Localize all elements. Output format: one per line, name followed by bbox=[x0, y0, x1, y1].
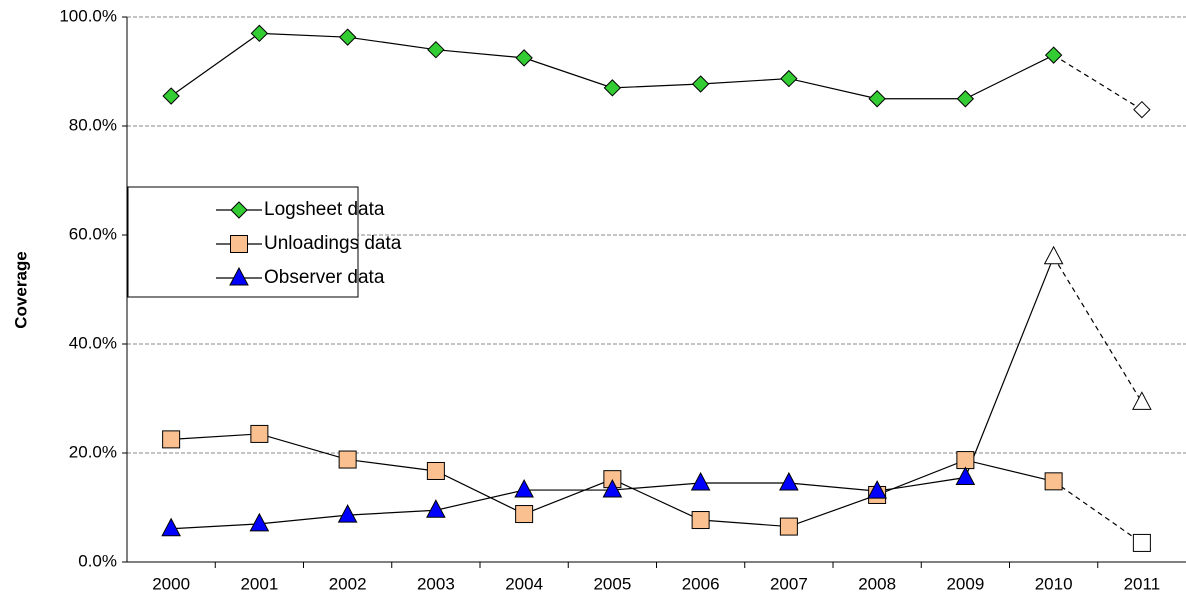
marker bbox=[955, 466, 976, 486]
marker bbox=[162, 430, 181, 449]
marker bbox=[162, 87, 180, 105]
x-tick-label: 2011 bbox=[1124, 574, 1161, 593]
y-axis-label: Coverage bbox=[11, 251, 30, 328]
marker bbox=[956, 90, 975, 108]
marker bbox=[229, 266, 249, 286]
legend-label: Logsheet data bbox=[264, 199, 385, 220]
marker bbox=[1132, 533, 1151, 552]
marker bbox=[250, 24, 269, 43]
marker bbox=[426, 499, 446, 518]
marker bbox=[691, 511, 710, 530]
marker bbox=[426, 461, 445, 480]
marker bbox=[1044, 46, 1063, 64]
marker bbox=[603, 79, 622, 97]
marker bbox=[337, 504, 358, 523]
y-tick-label: 100.0% bbox=[59, 6, 117, 25]
y-tick-label: 20.0% bbox=[69, 442, 117, 461]
marker bbox=[780, 69, 798, 88]
marker bbox=[779, 471, 799, 491]
legend-label: Observer data bbox=[264, 267, 385, 288]
marker bbox=[230, 201, 248, 219]
marker bbox=[602, 478, 623, 498]
marker bbox=[250, 424, 269, 443]
marker bbox=[867, 480, 887, 499]
marker bbox=[230, 235, 248, 253]
y-tick-label: 80.0% bbox=[69, 115, 117, 134]
series-line bbox=[1053, 256, 1143, 403]
x-tick-label: 2001 bbox=[240, 574, 278, 593]
series-line bbox=[1053, 480, 1143, 544]
marker bbox=[515, 49, 533, 67]
x-tick-label: 2005 bbox=[593, 574, 631, 593]
marker bbox=[691, 75, 710, 93]
y-tick-label: 60.0% bbox=[69, 224, 117, 243]
x-tick-label: 2010 bbox=[1035, 574, 1073, 593]
marker bbox=[338, 28, 357, 46]
marker bbox=[161, 517, 181, 537]
marker bbox=[1133, 100, 1151, 119]
legend: Logsheet data Unloadings data Observer dat… bbox=[127, 186, 402, 298]
y-tick-label: 0.0% bbox=[78, 551, 117, 570]
marker bbox=[868, 90, 886, 108]
marker bbox=[514, 478, 534, 498]
marker bbox=[956, 451, 975, 470]
marker bbox=[690, 471, 711, 491]
x-tick-label: 2009 bbox=[946, 574, 984, 593]
marker bbox=[779, 517, 798, 536]
series-line bbox=[1053, 54, 1143, 111]
x-tick-label: 2006 bbox=[682, 574, 720, 593]
marker bbox=[338, 450, 357, 469]
y-tick-label: 40.0% bbox=[69, 333, 117, 352]
x-tick-label: 2007 bbox=[770, 574, 808, 593]
x-tick-label: 2003 bbox=[417, 574, 455, 593]
legend-label: Unloadings data bbox=[264, 233, 402, 254]
marker bbox=[1132, 391, 1152, 410]
marker bbox=[427, 40, 445, 59]
marker bbox=[1044, 472, 1063, 491]
x-tick-label: 2000 bbox=[152, 574, 190, 593]
x-tick-label: 2008 bbox=[858, 574, 896, 593]
marker bbox=[1043, 245, 1064, 265]
marker bbox=[249, 512, 270, 532]
marker bbox=[515, 505, 534, 524]
x-tick-label: 2004 bbox=[505, 574, 543, 593]
x-tick-label: 2002 bbox=[329, 574, 367, 593]
